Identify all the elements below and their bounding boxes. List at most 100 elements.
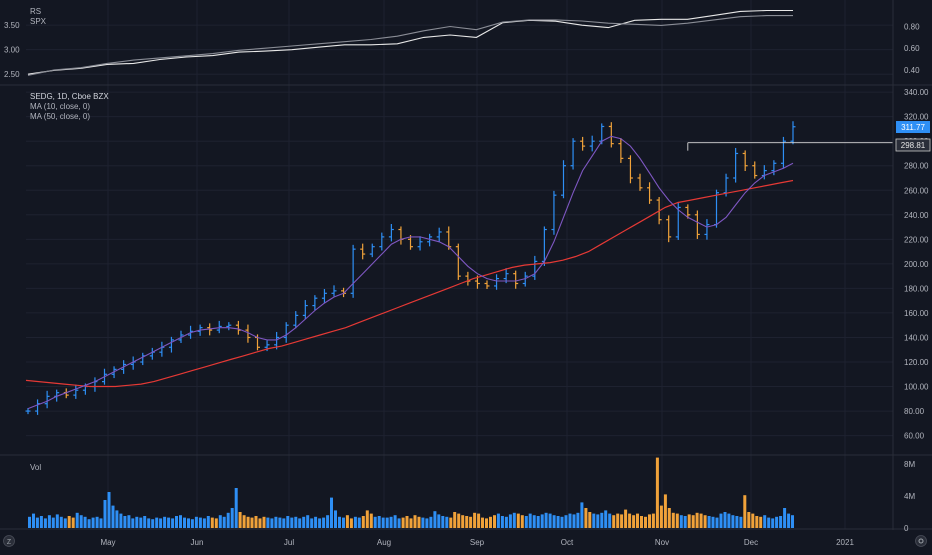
volume-bar xyxy=(544,512,548,528)
volume-bar xyxy=(194,516,198,528)
ohlc-bar xyxy=(350,244,356,298)
volume-bar xyxy=(155,517,159,528)
volume-bar xyxy=(628,513,632,528)
volume-bar xyxy=(767,517,771,528)
x-tick-label: Jul xyxy=(284,538,294,547)
volume-bar xyxy=(747,512,751,528)
volume-bar xyxy=(214,518,218,528)
volume-bar xyxy=(540,514,544,528)
volume-bar xyxy=(262,516,266,528)
spx-label: SPX xyxy=(30,17,47,26)
volume-bar xyxy=(600,512,604,528)
volume-bar xyxy=(342,517,345,528)
price-tick-label: 60.00 xyxy=(904,432,925,441)
volume-bar xyxy=(75,512,79,528)
ohlc-bar xyxy=(522,271,528,287)
ohlc-bar xyxy=(484,280,490,290)
ohlc-bar xyxy=(532,255,538,280)
volume-bar xyxy=(751,513,755,528)
ohlc-bar xyxy=(589,135,595,152)
volume-bar xyxy=(314,516,318,528)
volume-bar xyxy=(187,518,190,528)
volume-tick-label: 0 xyxy=(904,524,909,533)
volume-bar xyxy=(648,514,651,528)
rs-right-tick: 0.40 xyxy=(904,66,920,75)
volume-bar xyxy=(445,516,449,528)
volume-bar xyxy=(55,514,59,528)
ohlc-bar xyxy=(455,243,461,280)
ohlc-bar xyxy=(312,295,318,311)
volume-bar xyxy=(624,509,628,528)
volume-bar xyxy=(687,514,691,528)
volume-bar xyxy=(306,515,310,528)
volume-bar xyxy=(679,515,683,528)
price-tick-label: 160.00 xyxy=(904,309,929,318)
volume-bar xyxy=(171,518,175,528)
volume-bar xyxy=(616,513,620,528)
volume-bar xyxy=(115,510,119,528)
ohlc-bar xyxy=(331,285,337,297)
rs-right-tick: 0.60 xyxy=(904,44,920,53)
volume-bar xyxy=(640,516,643,528)
volume-bar xyxy=(493,515,496,528)
volume-bar xyxy=(516,513,520,528)
rs-series-1 xyxy=(27,15,793,76)
symbol-line: SEDG, 1D, Cboe BZX xyxy=(30,92,109,101)
volume-bar xyxy=(63,518,67,528)
ohlc-bar xyxy=(742,150,748,172)
price-tick-label: 200.00 xyxy=(904,260,929,269)
volume-bar xyxy=(28,516,31,528)
volume-bar xyxy=(349,518,353,528)
volume-bar xyxy=(290,517,294,528)
volume-bar xyxy=(282,518,286,528)
volume-bar xyxy=(87,519,91,528)
volume-bar xyxy=(711,516,715,528)
volume-bar xyxy=(457,513,461,528)
volume-bar xyxy=(183,517,186,528)
ohlc-bar xyxy=(293,311,299,329)
volume-bar xyxy=(532,515,536,528)
volume-bar xyxy=(175,516,178,528)
volume-bar xyxy=(699,513,703,528)
volume-bar xyxy=(91,517,95,528)
volume-bar xyxy=(83,516,87,528)
ohlc-bar xyxy=(436,227,442,243)
volume-bar xyxy=(667,508,671,528)
volume-bar xyxy=(707,516,711,528)
rs-series-0 xyxy=(27,9,793,75)
volume-tick-label: 8M xyxy=(904,460,915,469)
volume-bar xyxy=(787,513,791,528)
volume-bar xyxy=(373,516,377,528)
volume-bar xyxy=(683,516,687,528)
volume-bar xyxy=(43,518,47,528)
volume-bar xyxy=(254,516,258,528)
volume-bar xyxy=(131,518,135,528)
ma10-label: MA (10, close, 0) xyxy=(30,102,90,111)
settings-icon[interactable] xyxy=(915,535,927,547)
price-tick-label: 340.00 xyxy=(904,88,929,97)
ohlc-bar xyxy=(44,390,50,409)
ohlc-bar xyxy=(570,138,576,170)
ohlc-bar xyxy=(647,182,653,204)
ohlc-bar xyxy=(685,204,691,219)
volume-bar xyxy=(381,517,385,528)
volume-bar xyxy=(353,516,357,528)
volume-bar xyxy=(441,516,445,528)
volume-bar xyxy=(775,516,779,528)
zoom-icon[interactable]: Z xyxy=(3,535,15,547)
volume-bar xyxy=(465,516,469,528)
volume-bar xyxy=(576,512,580,528)
volume-bar xyxy=(564,515,568,528)
price-tick-label: 240.00 xyxy=(904,211,929,220)
price-tick-label: 100.00 xyxy=(904,383,929,392)
volume-bar xyxy=(397,518,401,528)
ohlc-bar xyxy=(666,215,672,243)
volume-bar xyxy=(413,515,417,528)
volume-bar xyxy=(322,517,326,528)
volume-bar xyxy=(663,494,667,528)
volume-bar xyxy=(759,516,763,528)
price-tick-label: 120.00 xyxy=(904,358,929,367)
volume-bar xyxy=(489,516,492,528)
volume-bar xyxy=(536,516,540,528)
